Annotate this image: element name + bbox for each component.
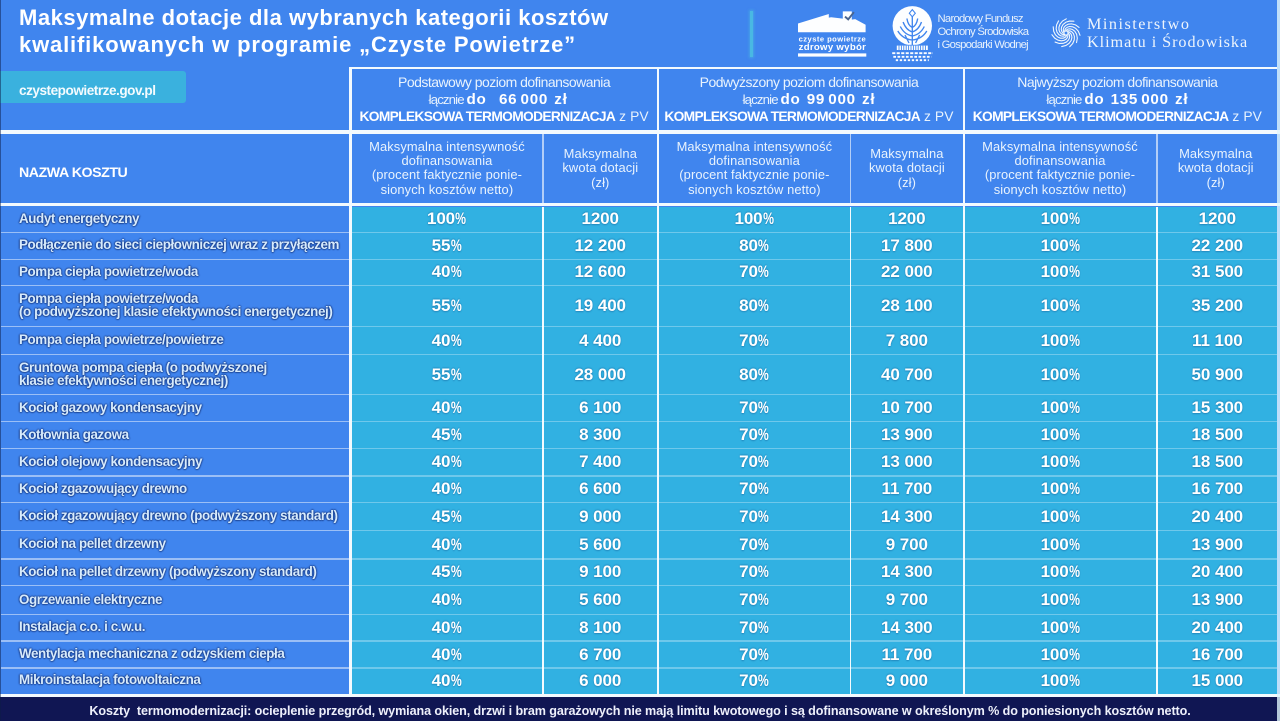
svg-text:czyste powietrze: czyste powietrze [799, 34, 867, 43]
svg-text:zdrowy wybór: zdrowy wybór [799, 42, 867, 53]
